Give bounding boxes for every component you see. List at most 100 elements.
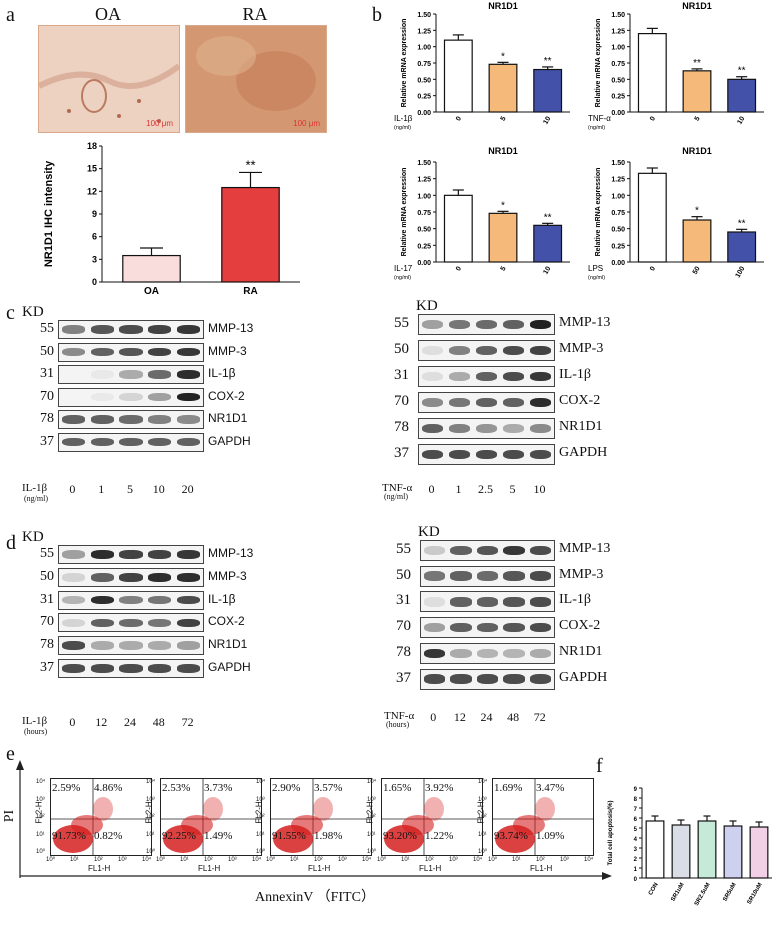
y-tick-label: 2 — [634, 857, 638, 863]
protein-band — [177, 415, 201, 424]
y-tick-label: 5 — [634, 827, 638, 833]
protein-band — [529, 423, 552, 434]
flow-y-tick: 10² — [478, 814, 487, 820]
flow-x-tick: 10⁰ — [266, 857, 276, 863]
protein-band — [529, 345, 552, 356]
y-tick-label: 1.50 — [611, 160, 625, 167]
kd-value: 78 — [40, 411, 54, 426]
protein-band — [90, 641, 114, 650]
protein-band — [61, 573, 85, 582]
protein-band — [476, 648, 499, 659]
chart-title: NR1D1 — [682, 1, 712, 11]
flow-y-tick: 10⁰ — [256, 849, 266, 855]
quadrant-percent-ll: 91.55% — [272, 830, 306, 842]
protein-band — [503, 622, 525, 633]
x-tick-label: 0 — [455, 265, 463, 272]
flow-y-tick: 10⁴ — [146, 779, 156, 785]
protein-band — [90, 573, 114, 582]
y-axis-label: Relative mRNA expression — [595, 19, 602, 108]
protein-band — [475, 423, 498, 434]
flow-x-tick: 10² — [536, 857, 545, 863]
bar — [488, 63, 518, 113]
protein-band — [423, 648, 445, 659]
protein-band — [502, 397, 525, 408]
protein-name: MMP-3 — [208, 568, 247, 583]
flow-y-tick: 10³ — [36, 796, 45, 803]
flow-scatter — [493, 779, 593, 855]
y-tick-label: 0.25 — [417, 94, 431, 101]
blot-strip — [58, 567, 204, 587]
protein-band — [423, 674, 445, 684]
flow-x-tick: 10³ — [560, 857, 569, 863]
blot-strip — [418, 366, 555, 387]
protein-band — [177, 550, 201, 559]
protein-name: NR1D1 — [208, 411, 248, 425]
quadrant-percent-lr: 0.82% — [94, 830, 123, 842]
kd-value: 50 — [40, 343, 54, 359]
flow-x-tick: 10⁴ — [584, 857, 594, 863]
protein-name: GAPDH — [208, 433, 251, 448]
y-tick-label: 7 — [634, 807, 638, 813]
kd-value: 78 — [396, 643, 411, 660]
protein-band — [450, 674, 472, 684]
micrograph-ra: 100 μm — [185, 25, 327, 133]
protein-band — [90, 325, 114, 334]
y-tick-label: 0.50 — [611, 77, 625, 84]
bar — [727, 78, 757, 113]
lane-label: 0 — [69, 482, 76, 496]
cell-cluster — [313, 797, 333, 821]
protein-band — [530, 545, 552, 556]
flow-y-tick: 10⁴ — [367, 779, 377, 785]
significance-label: ** — [544, 212, 552, 223]
protein-name: IL-1β — [208, 366, 236, 380]
protein-band — [148, 641, 172, 650]
flow-y-tick: 10⁰ — [36, 849, 46, 855]
flow-x-tick: 10³ — [449, 857, 458, 863]
flow-x-tick: 10³ — [118, 857, 127, 863]
kd-header: KD — [22, 529, 44, 545]
lane-label: 1 — [98, 482, 105, 496]
y-axis-label: Relative mRNA expression — [401, 168, 408, 257]
protein-band — [476, 674, 499, 684]
micrograph-label-ra: RA — [242, 4, 268, 24]
cell-cluster — [181, 815, 213, 835]
protein-band — [119, 550, 143, 559]
protein-band — [61, 641, 85, 650]
blot-strip — [420, 668, 555, 690]
quadrant-percent-lr: 1.98% — [314, 830, 343, 842]
panel-letter-a: a — [6, 4, 15, 26]
flow-x-tick: 10¹ — [70, 857, 79, 863]
kd-value: 78 — [394, 419, 409, 435]
lane-label: 1 — [455, 482, 462, 496]
x-tick-label: 0 — [649, 115, 657, 122]
panel-letter-f: f — [596, 755, 603, 777]
flow-y-tick: 10⁴ — [478, 779, 488, 785]
flow-plot — [381, 778, 483, 856]
protein-band — [448, 371, 471, 382]
x-tick-label: SR1uM — [670, 882, 685, 903]
flow-y-tick: 10¹ — [36, 831, 45, 838]
protein-band — [148, 392, 172, 402]
treatment-unit: (hours) — [24, 727, 48, 736]
quadrant-percent-ur: 3.92% — [425, 782, 454, 794]
protein-band — [177, 370, 201, 379]
ihc-intensity-chart: NR1D1 IHC intensity 0 3 6 9 12 15 18 OA ** RA — [43, 141, 300, 297]
mrna-lps-chart: NR1D1 Relative mRNA expression 0.00 0.25 0.5… — [588, 146, 764, 281]
bar — [221, 186, 280, 283]
treatment-label: IL-1β — [394, 114, 413, 123]
flow-y-tick: 10³ — [478, 796, 487, 803]
protein-name: IL-1β — [559, 592, 591, 608]
lane-label: 72 — [533, 710, 546, 724]
flow-x-axis-title: AnnexinV （FITC） — [255, 890, 375, 905]
treatment-label: TNF-α — [382, 482, 413, 494]
protein-name: COX-2 — [559, 393, 601, 408]
kd-value: 70 — [396, 618, 411, 635]
protein-name: NR1D1 — [559, 419, 603, 434]
protein-name: MMP-3 — [208, 343, 247, 358]
protein-band — [475, 449, 498, 460]
lane-label: 48 — [507, 710, 520, 724]
blot-strip — [420, 540, 555, 561]
protein-name: GAPDH — [559, 669, 608, 685]
lane-label: 10 — [152, 482, 165, 496]
protein-band — [90, 550, 114, 559]
